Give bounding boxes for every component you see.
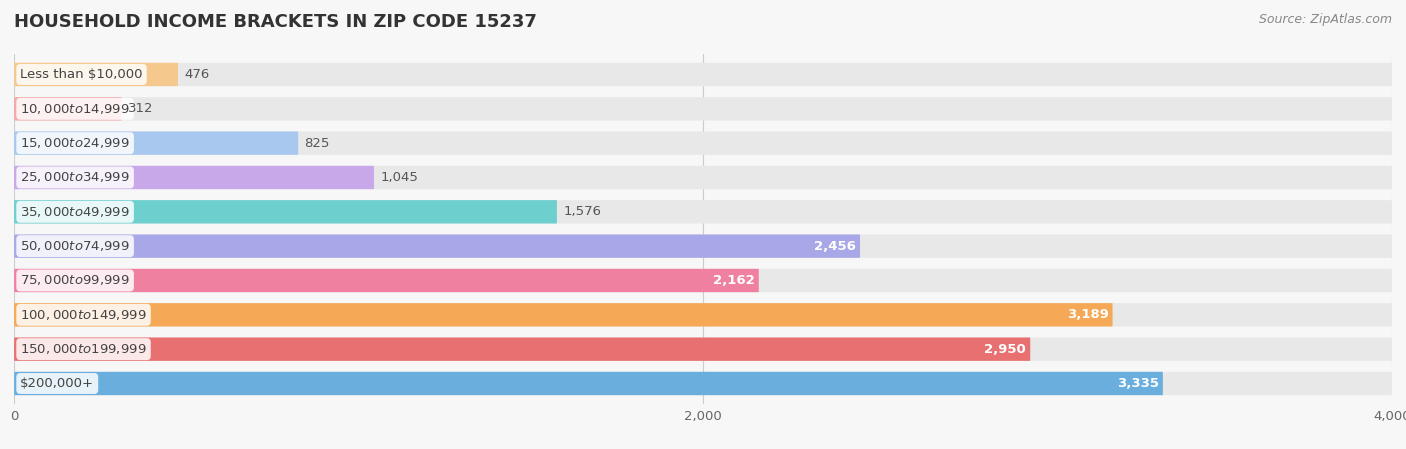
FancyBboxPatch shape xyxy=(14,234,860,258)
Text: Less than $10,000: Less than $10,000 xyxy=(20,68,143,81)
Text: $150,000 to $199,999: $150,000 to $199,999 xyxy=(20,342,146,356)
Text: 1,045: 1,045 xyxy=(380,171,418,184)
Text: 3,189: 3,189 xyxy=(1067,308,1108,321)
Text: HOUSEHOLD INCOME BRACKETS IN ZIP CODE 15237: HOUSEHOLD INCOME BRACKETS IN ZIP CODE 15… xyxy=(14,13,537,31)
Text: $15,000 to $24,999: $15,000 to $24,999 xyxy=(20,136,129,150)
FancyBboxPatch shape xyxy=(14,303,1392,326)
FancyBboxPatch shape xyxy=(14,132,298,155)
FancyBboxPatch shape xyxy=(14,269,759,292)
Text: $100,000 to $149,999: $100,000 to $149,999 xyxy=(20,308,146,322)
Text: $75,000 to $99,999: $75,000 to $99,999 xyxy=(20,273,129,287)
FancyBboxPatch shape xyxy=(14,338,1031,361)
Text: 312: 312 xyxy=(128,102,153,115)
Text: $10,000 to $14,999: $10,000 to $14,999 xyxy=(20,102,129,116)
FancyBboxPatch shape xyxy=(14,97,1392,120)
Text: 3,335: 3,335 xyxy=(1116,377,1159,390)
FancyBboxPatch shape xyxy=(14,372,1392,395)
FancyBboxPatch shape xyxy=(14,200,1392,224)
FancyBboxPatch shape xyxy=(14,97,121,120)
Text: 1,576: 1,576 xyxy=(564,205,602,218)
Text: 2,456: 2,456 xyxy=(814,240,856,253)
Text: $35,000 to $49,999: $35,000 to $49,999 xyxy=(20,205,129,219)
FancyBboxPatch shape xyxy=(14,234,1392,258)
FancyBboxPatch shape xyxy=(14,303,1112,326)
Text: $200,000+: $200,000+ xyxy=(20,377,94,390)
FancyBboxPatch shape xyxy=(14,200,557,224)
FancyBboxPatch shape xyxy=(14,63,179,86)
FancyBboxPatch shape xyxy=(14,132,1392,155)
Text: 825: 825 xyxy=(305,136,330,150)
Text: Source: ZipAtlas.com: Source: ZipAtlas.com xyxy=(1258,13,1392,26)
Text: 2,162: 2,162 xyxy=(713,274,755,287)
FancyBboxPatch shape xyxy=(14,372,1163,395)
Text: $50,000 to $74,999: $50,000 to $74,999 xyxy=(20,239,129,253)
FancyBboxPatch shape xyxy=(14,166,374,189)
FancyBboxPatch shape xyxy=(14,166,1392,189)
FancyBboxPatch shape xyxy=(14,338,1392,361)
FancyBboxPatch shape xyxy=(14,269,1392,292)
Text: 476: 476 xyxy=(184,68,209,81)
Text: 2,950: 2,950 xyxy=(984,343,1026,356)
Text: $25,000 to $34,999: $25,000 to $34,999 xyxy=(20,171,129,185)
FancyBboxPatch shape xyxy=(14,63,1392,86)
